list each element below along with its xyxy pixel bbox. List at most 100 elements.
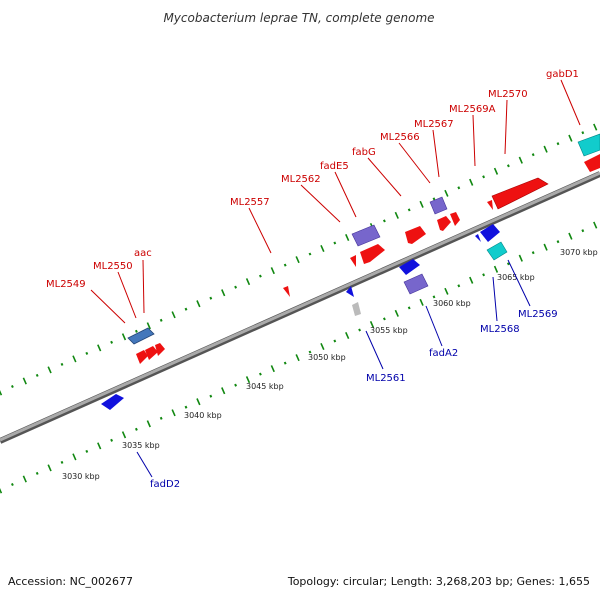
gene-feature[interactable] (403, 273, 429, 295)
gene-feature[interactable] (155, 343, 165, 356)
gene-feature[interactable] (101, 394, 124, 410)
scale-tick (482, 273, 486, 277)
gene-label[interactable]: ML2562 (281, 174, 321, 185)
scale-tick (171, 311, 176, 319)
scale-tick (320, 342, 325, 351)
scale-label: 3070 kbp (560, 248, 598, 257)
gene-feature[interactable] (351, 224, 381, 247)
gene-feature[interactable] (487, 200, 493, 210)
scale-tick (543, 243, 548, 251)
scale-tick (270, 267, 275, 275)
scale-tick (469, 276, 474, 284)
gene-label[interactable]: fadE5 (320, 161, 349, 172)
scale-tick (345, 331, 350, 340)
gene-feature[interactable] (127, 327, 155, 345)
scale-tick (568, 134, 573, 142)
gene-feature[interactable] (346, 286, 354, 297)
gene-label[interactable]: ML2568 (480, 324, 520, 335)
gene-feature[interactable] (491, 177, 549, 210)
scale-tick (295, 256, 300, 264)
gene-label[interactable]: ML2570 (488, 89, 528, 100)
scale-tick (121, 431, 127, 439)
scale-tick (184, 307, 188, 311)
gene-label[interactable]: ML2566 (380, 132, 420, 143)
gene-feature[interactable] (136, 350, 148, 364)
scale-tick (134, 427, 138, 431)
gene-label[interactable]: fabG (352, 147, 376, 158)
scale-tick (308, 252, 312, 256)
gene-label[interactable]: ML2569A (449, 104, 496, 115)
scale-label: 3050 kbp (308, 353, 346, 362)
scale-tick (593, 123, 598, 131)
gene-feature[interactable] (437, 216, 451, 231)
scale-tick (258, 274, 262, 278)
scale-tick (444, 287, 449, 295)
scale-tick (482, 175, 486, 179)
scale-tick (22, 377, 27, 385)
gene-feature[interactable] (475, 234, 481, 242)
scale-labels: 3030 kbp 3035 kbp 3040 kbp 3045 kbp 3050… (62, 248, 598, 481)
gene-feature[interactable] (486, 241, 508, 261)
scale-label: 3060 kbp (433, 299, 471, 308)
gene-label[interactable]: aac (134, 248, 152, 259)
scale-tick (407, 208, 411, 212)
scale-tick (581, 229, 585, 233)
gene-feature[interactable] (145, 346, 158, 360)
scale-tick (134, 329, 138, 333)
scale-tick (518, 156, 523, 164)
scale-tick (568, 232, 573, 240)
scale-tick (97, 344, 102, 352)
scale-label: 3045 kbp (246, 382, 284, 391)
scale-tick (469, 178, 474, 186)
scale-tick (358, 328, 362, 332)
scale-tick (258, 372, 262, 376)
gene-label[interactable]: ML2557 (230, 197, 270, 208)
scale-tick (159, 318, 163, 322)
gene-label[interactable]: ML2550 (93, 261, 133, 272)
scale-tick (531, 153, 535, 157)
scale-tick (97, 442, 102, 450)
gene-feature[interactable] (584, 154, 600, 172)
gene-label[interactable]: ML2569 (518, 309, 558, 320)
scale-tick (196, 398, 201, 406)
gene-feature[interactable] (360, 244, 385, 264)
gene-label[interactable]: ML2567 (414, 119, 454, 130)
gene-feature[interactable] (350, 255, 356, 267)
forward-tick-track (0, 123, 598, 396)
scale-tick (457, 284, 461, 288)
gene-feature[interactable] (577, 133, 600, 157)
scale-tick (72, 355, 77, 363)
gene-feature[interactable] (450, 212, 460, 226)
scale-tick (531, 251, 535, 255)
scale-tick (543, 145, 548, 153)
gene-label[interactable]: ML2561 (366, 373, 406, 384)
scale-tick (518, 254, 523, 262)
scale-tick (196, 300, 201, 308)
gene-feature[interactable] (399, 259, 420, 275)
gene-label[interactable]: fadD2 (150, 479, 180, 490)
gene-feature[interactable] (429, 196, 448, 215)
gene-feature[interactable] (480, 224, 500, 242)
scale-tick (221, 387, 226, 395)
scale-tick (369, 320, 375, 329)
scale-tick (245, 376, 251, 384)
genome-backbone (0, 171, 600, 444)
scale-tick (110, 340, 114, 344)
gene-feature[interactable] (405, 226, 426, 244)
gene-label[interactable]: ML2549 (46, 279, 86, 290)
reverse-leaders (136, 259, 531, 478)
gene-feature[interactable] (283, 286, 290, 297)
summary-text: Topology: circular; Length: 3,268,203 bp… (287, 575, 590, 588)
scale-tick (407, 306, 411, 310)
gene-feature[interactable] (352, 302, 361, 316)
forward-leaders (90, 79, 581, 324)
gene-label[interactable]: fadA2 (429, 348, 458, 359)
scale-tick (85, 351, 89, 355)
scale-tick (493, 265, 499, 273)
scale-tick (146, 420, 151, 428)
scale-tick (581, 131, 585, 135)
scale-tick (10, 482, 14, 487)
forward-features (127, 133, 600, 364)
gene-label[interactable]: gabD1 (546, 69, 579, 80)
scale-tick (419, 200, 424, 208)
